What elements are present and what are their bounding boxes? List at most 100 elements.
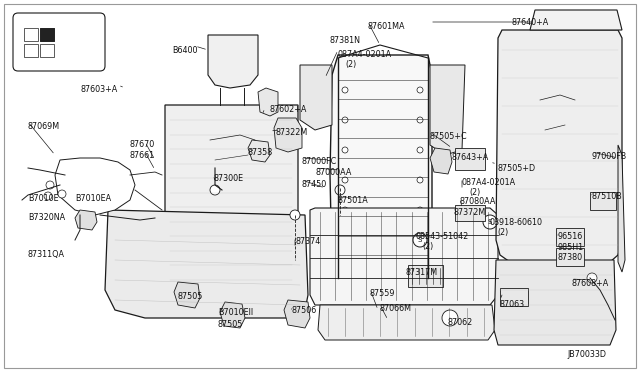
Bar [40, 44, 54, 57]
Bar [455, 148, 485, 170]
Text: 87505: 87505 [218, 320, 243, 329]
Circle shape [58, 190, 66, 198]
Circle shape [342, 87, 348, 93]
Bar [24, 44, 38, 57]
Text: 87000FC: 87000FC [302, 157, 337, 166]
Text: 87643+A: 87643+A [452, 153, 489, 162]
Polygon shape [284, 300, 310, 328]
Text: 87640+A: 87640+A [512, 18, 549, 27]
Text: S: S [418, 237, 422, 243]
Bar [455, 205, 485, 221]
Circle shape [413, 233, 427, 247]
Polygon shape [618, 145, 625, 272]
Polygon shape [174, 282, 200, 308]
Text: 87601MA: 87601MA [368, 22, 406, 31]
Circle shape [417, 177, 423, 183]
Text: 08918-60610: 08918-60610 [490, 218, 543, 227]
Text: 87505+D: 87505+D [497, 164, 535, 173]
Polygon shape [165, 105, 298, 300]
Bar [590, 192, 616, 210]
Text: 87608+A: 87608+A [571, 279, 608, 288]
Text: 87317M: 87317M [406, 268, 438, 277]
Circle shape [335, 185, 345, 195]
Text: 87322M: 87322M [275, 128, 307, 137]
Text: 08543-51042: 08543-51042 [415, 232, 468, 241]
Bar [408, 265, 443, 287]
Text: (2): (2) [497, 228, 508, 237]
Text: 87300E: 87300E [213, 174, 243, 183]
Bar [500, 288, 528, 306]
Circle shape [342, 147, 348, 153]
Text: 97000FB: 97000FB [592, 152, 627, 161]
Text: 87670: 87670 [130, 140, 156, 149]
Text: 87062: 87062 [447, 318, 472, 327]
Text: 87603+A: 87603+A [81, 85, 118, 94]
FancyBboxPatch shape [13, 13, 105, 71]
Polygon shape [496, 30, 622, 262]
Circle shape [210, 185, 220, 195]
Circle shape [342, 177, 348, 183]
Circle shape [44, 192, 52, 200]
Text: B7320NA: B7320NA [28, 213, 65, 222]
Text: B7010E: B7010E [28, 194, 59, 203]
Polygon shape [330, 55, 432, 285]
Text: 87000AA: 87000AA [315, 168, 351, 177]
Circle shape [342, 117, 348, 123]
Polygon shape [430, 65, 465, 155]
Circle shape [290, 210, 300, 220]
Polygon shape [208, 35, 258, 88]
Text: 087A4-0201A: 087A4-0201A [338, 50, 392, 59]
Polygon shape [310, 208, 498, 305]
Circle shape [417, 117, 423, 123]
Text: 87358: 87358 [248, 148, 273, 157]
Circle shape [417, 207, 423, 213]
Text: 87505+C: 87505+C [430, 132, 468, 141]
Circle shape [417, 87, 423, 93]
Text: B6400: B6400 [173, 46, 198, 55]
Text: 87380: 87380 [558, 253, 583, 262]
Text: 985H1: 985H1 [558, 243, 584, 252]
Text: (2): (2) [469, 188, 480, 197]
Bar [40, 28, 54, 41]
Circle shape [342, 207, 348, 213]
Text: (2): (2) [345, 60, 356, 69]
Polygon shape [55, 158, 135, 215]
Text: JB70033D: JB70033D [567, 350, 606, 359]
Bar [556, 248, 584, 266]
Circle shape [587, 273, 597, 283]
Polygon shape [530, 10, 622, 30]
Text: 87506: 87506 [291, 306, 316, 315]
Text: 87559: 87559 [370, 289, 396, 298]
Circle shape [417, 147, 423, 153]
Text: 87374: 87374 [295, 237, 320, 246]
Text: 87063: 87063 [500, 300, 525, 309]
Polygon shape [248, 140, 270, 162]
Circle shape [442, 310, 458, 326]
Circle shape [483, 215, 497, 229]
Text: 87450: 87450 [302, 180, 327, 189]
Polygon shape [274, 118, 302, 152]
Text: 87069M: 87069M [28, 122, 60, 131]
Bar [24, 28, 38, 41]
Polygon shape [105, 210, 308, 318]
Polygon shape [258, 88, 278, 116]
Polygon shape [318, 305, 495, 340]
Text: 87311QA: 87311QA [28, 250, 65, 259]
Text: B7010EA: B7010EA [75, 194, 111, 203]
Text: 87505: 87505 [178, 292, 204, 301]
Text: (2): (2) [422, 242, 433, 251]
Text: 87372M: 87372M [454, 208, 486, 217]
Text: 87602+A: 87602+A [270, 105, 307, 114]
Bar [40, 28, 54, 41]
Text: 96516: 96516 [558, 232, 583, 241]
Polygon shape [220, 302, 245, 328]
Text: S: S [488, 219, 492, 225]
Circle shape [46, 181, 54, 189]
Text: B7010EII: B7010EII [218, 308, 253, 317]
Text: 87080AA: 87080AA [460, 197, 497, 206]
Text: 087A4-0201A: 087A4-0201A [462, 178, 516, 187]
Polygon shape [300, 65, 332, 130]
Text: 87066M: 87066M [380, 304, 412, 313]
Polygon shape [494, 260, 616, 345]
Bar [556, 228, 584, 246]
